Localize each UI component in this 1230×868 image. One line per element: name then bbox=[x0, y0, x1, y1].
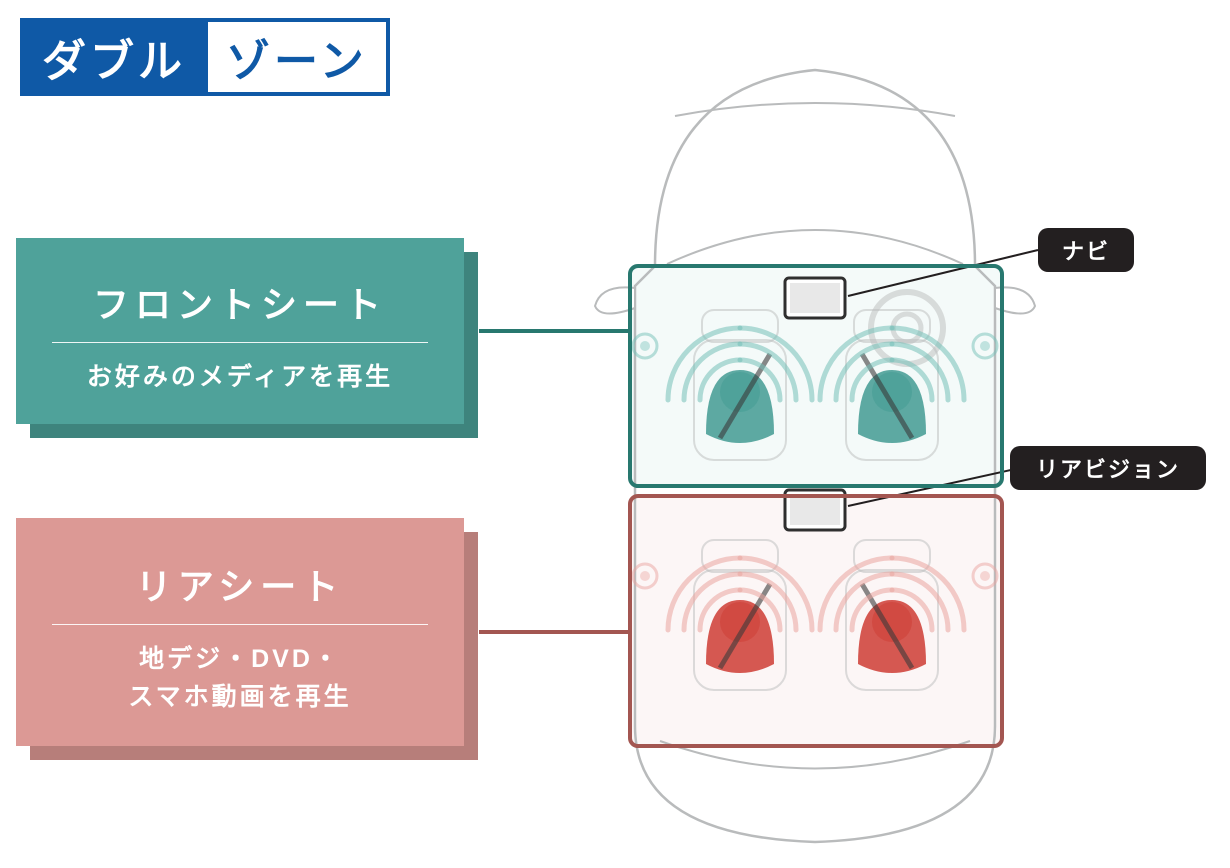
navi-callout-text: ナビ bbox=[1062, 234, 1110, 266]
front-panel: フロントシート お好みのメディアを再生 bbox=[16, 238, 464, 424]
title-seg-2: ゾーン bbox=[208, 18, 390, 96]
rear-panel-sub: 地デジ・DVD・スマホ動画を再生 bbox=[128, 641, 351, 716]
rear-panel-rule bbox=[52, 624, 428, 625]
front-zone-box bbox=[628, 264, 1004, 488]
rear-zone-box bbox=[628, 494, 1004, 748]
title-badge: ダブル ゾーン bbox=[20, 18, 390, 96]
front-panel-rule bbox=[52, 342, 428, 343]
navi-callout: ナビ bbox=[1038, 228, 1134, 272]
front-connector bbox=[479, 329, 628, 333]
front-panel-wrap: フロントシート お好みのメディアを再生 bbox=[16, 238, 464, 424]
rearvision-callout: リアビジョン bbox=[1010, 446, 1206, 490]
title-seg-1: ダブル bbox=[20, 18, 208, 96]
front-panel-sub: お好みのメディアを再生 bbox=[87, 359, 393, 397]
rear-panel-title: リアシート bbox=[136, 558, 345, 610]
front-panel-title: フロントシート bbox=[93, 276, 387, 328]
rear-panel-wrap: リアシート 地デジ・DVD・スマホ動画を再生 bbox=[16, 518, 464, 746]
rear-connector bbox=[479, 630, 628, 634]
title-seg-2-text: ゾーン bbox=[226, 25, 368, 89]
title-seg-1-text: ダブル bbox=[42, 25, 186, 89]
rear-panel: リアシート 地デジ・DVD・スマホ動画を再生 bbox=[16, 518, 464, 746]
rearvision-callout-text: リアビジョン bbox=[1036, 452, 1180, 484]
